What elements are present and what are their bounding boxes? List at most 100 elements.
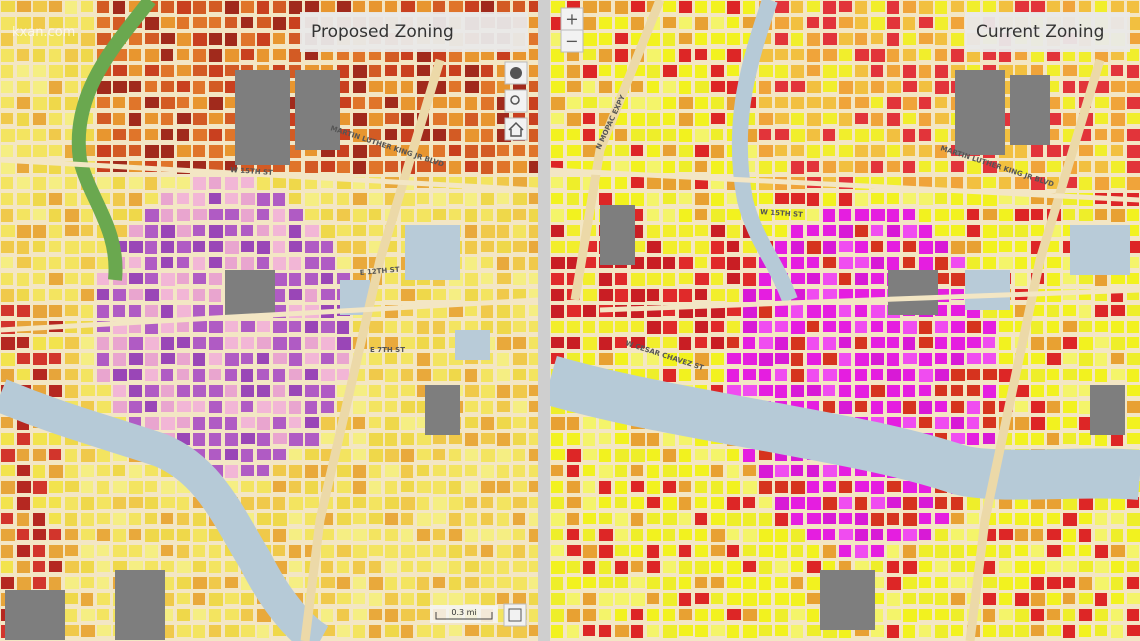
zoning-parcel <box>161 241 174 253</box>
zoom-in-label: + <box>565 10 578 29</box>
zoning-parcel <box>631 481 644 492</box>
zoning-parcel <box>481 65 493 77</box>
zoning-parcel <box>225 17 237 28</box>
zoning-parcel <box>465 49 479 62</box>
zoning-parcel <box>417 433 431 445</box>
zoning-parcel <box>17 209 30 220</box>
zoning-parcel <box>999 193 1012 204</box>
zoning-parcel <box>273 497 285 510</box>
zoning-parcel <box>1015 609 1029 622</box>
zoning-parcel <box>337 257 351 269</box>
zoning-parcel <box>919 369 933 382</box>
zoning-parcel <box>273 273 287 286</box>
zoning-parcel <box>17 481 31 493</box>
zoning-parcel <box>129 273 143 284</box>
zoning-parcel <box>1031 625 1044 636</box>
zoning-parcel <box>241 321 255 332</box>
zoning-parcel <box>759 545 773 557</box>
zoning-parcel <box>97 81 111 94</box>
zoning-parcel <box>81 353 94 365</box>
zoning-parcel <box>449 193 463 204</box>
zoning-parcel <box>1095 609 1108 621</box>
zoning-parcel <box>161 401 174 412</box>
zoning-parcel <box>353 257 367 269</box>
zoning-parcel <box>631 465 643 476</box>
zoning-parcel <box>113 129 126 140</box>
zoning-parcel <box>1063 401 1077 413</box>
zoning-parcel <box>791 49 804 60</box>
zoning-parcel <box>791 193 805 204</box>
zoning-parcel <box>209 625 221 637</box>
zoning-parcel <box>551 257 565 269</box>
zoning-parcel <box>855 545 868 558</box>
zoning-parcel <box>17 337 29 348</box>
zoning-parcel <box>935 49 947 61</box>
zoning-parcel <box>401 81 413 93</box>
map-title: Proposed Zoning <box>311 22 454 42</box>
zoning-parcel <box>1111 305 1125 316</box>
zoning-parcel <box>1095 513 1107 525</box>
zoning-parcel <box>647 49 661 62</box>
zoning-parcel <box>919 497 933 508</box>
zoning-parcel <box>1111 497 1125 510</box>
zoning-parcel <box>497 561 509 574</box>
zoning-parcel <box>337 353 349 364</box>
zoning-parcel <box>951 49 964 62</box>
zoning-parcel <box>1127 129 1140 141</box>
zoning-parcel <box>337 561 349 573</box>
info-icon <box>510 67 522 79</box>
zoning-parcel <box>321 369 335 381</box>
zoning-parcel <box>113 337 127 350</box>
zoning-parcel <box>1031 497 1045 509</box>
zoning-parcel <box>81 561 94 573</box>
zoning-parcel <box>855 401 867 412</box>
zoning-parcel <box>369 625 381 638</box>
zoning-parcel <box>129 193 142 206</box>
zoom-out-button[interactable] <box>560 29 584 53</box>
zoning-parcel <box>807 145 820 158</box>
zoning-parcel <box>513 561 527 572</box>
zoning-parcel <box>529 273 538 284</box>
zoning-parcel <box>401 1 415 13</box>
fullscreen-button[interactable] <box>503 603 527 627</box>
zoning-parcel <box>823 65 837 78</box>
zoning-parcel <box>695 145 709 157</box>
zoning-parcel <box>257 257 269 269</box>
search-button[interactable] <box>504 89 528 113</box>
zoning-parcel <box>65 481 79 492</box>
zoning-parcel <box>177 209 190 221</box>
zoning-parcel <box>145 305 158 317</box>
zoning-parcel <box>551 65 564 78</box>
zoning-parcel <box>759 561 772 574</box>
zoning-parcel <box>417 465 429 476</box>
zoning-parcel <box>49 257 61 269</box>
zoning-parcel <box>839 33 853 45</box>
zoning-parcel <box>919 513 931 524</box>
zoning-parcel <box>951 417 964 429</box>
zoning-parcel <box>209 305 223 318</box>
zoning-parcel <box>49 449 61 460</box>
zoning-parcel <box>401 289 415 301</box>
zoning-parcel <box>551 225 564 237</box>
zoning-parcel <box>599 449 611 462</box>
zoning-parcel <box>209 369 221 380</box>
zoning-parcel <box>433 593 447 605</box>
zoning-parcel <box>711 97 724 109</box>
zoning-parcel <box>385 465 399 477</box>
zoning-parcel <box>49 385 62 397</box>
zoning-parcel <box>225 385 237 397</box>
zoning-parcel <box>855 353 869 366</box>
zoning-parcel <box>743 481 757 494</box>
zoning-parcel <box>145 17 159 30</box>
zoning-parcel <box>823 33 837 45</box>
zoning-parcel <box>1095 113 1108 124</box>
zoning-parcel <box>1095 593 1107 606</box>
zoning-parcel <box>679 129 692 142</box>
zoning-parcel <box>951 209 964 220</box>
zoning-parcel <box>1031 65 1043 77</box>
zoning-parcel <box>935 385 947 396</box>
zoning-parcel <box>49 481 63 493</box>
zoning-parcel <box>663 561 676 573</box>
